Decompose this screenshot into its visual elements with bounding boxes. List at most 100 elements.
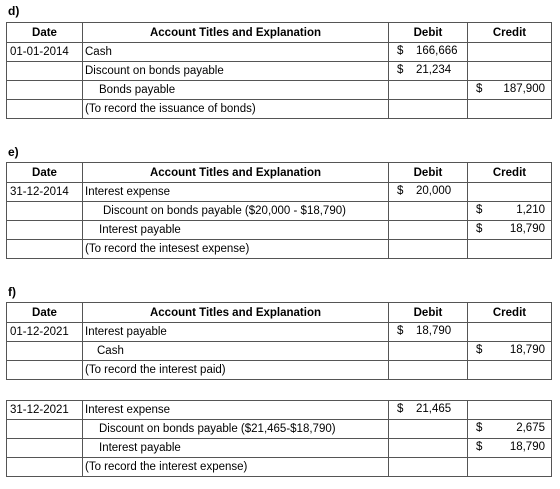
account: (To record the interest expense) (85, 461, 248, 473)
date-cell (6, 419, 83, 439)
account: (To record the issuance of bonds) (85, 103, 256, 115)
debit-cell (388, 360, 468, 380)
date-cell (6, 61, 83, 81)
header-account: Account Titles and Explanation (82, 22, 389, 43)
account-cell: Interest expense (82, 400, 389, 420)
table-body: Date Account Titles and Explanation Debit C… (6, 162, 552, 259)
account: Discount on bonds payable (85, 65, 224, 77)
entry-row: Cash $18,790 (6, 341, 552, 361)
debit-cell: $18,790 (388, 322, 468, 342)
date-cell (6, 201, 83, 221)
account-cell: Interest expense (82, 182, 389, 202)
credit-amount: 18,790 (509, 344, 545, 356)
date-cell: 01-01-2014 (6, 42, 83, 62)
account-cell: Interest payable (82, 220, 389, 240)
debit-cell (388, 80, 468, 100)
credit-cell (467, 239, 552, 259)
header-credit: Credit (467, 302, 552, 323)
debit-cell (388, 99, 468, 119)
credit-cell: $18,790 (467, 341, 552, 361)
date-cell: 31-12-2021 (6, 400, 83, 420)
debit-amount: 20,000 (416, 185, 452, 197)
header-account: Account Titles and Explanation (82, 302, 389, 323)
account-cell: (To record the interest paid) (82, 360, 389, 380)
account-cell: (To record the issuance of bonds) (82, 99, 389, 119)
currency-symbol: $ (397, 45, 404, 57)
header-date: Date (6, 22, 83, 43)
debit-cell: $21,234 (388, 61, 468, 81)
entry-row: (To record the issuance of bonds) (6, 99, 552, 119)
credit-cell (467, 42, 552, 62)
currency-symbol: $ (476, 441, 483, 453)
date: 31-12-2014 (10, 186, 69, 198)
section-label: e) (8, 145, 19, 159)
entry-row: Discount on bonds payable ($21,465-$18,7… (6, 419, 552, 439)
table-body: Date Account Titles and Explanation Debit C… (6, 302, 552, 380)
debit-amount: 166,666 (416, 45, 458, 57)
account: Interest payable (99, 224, 181, 236)
debit-amount: 18,790 (416, 325, 452, 337)
debit-cell (388, 419, 468, 439)
header-debit: Debit (388, 302, 468, 323)
entry-row: Discount on bonds payable $21,234 (6, 61, 552, 81)
debit-cell: $166,666 (388, 42, 468, 62)
date-cell (6, 99, 83, 119)
header-date: Date (6, 302, 83, 323)
header-credit: Credit (467, 22, 552, 43)
debit-cell: $20,000 (388, 182, 468, 202)
debit-cell (388, 438, 468, 458)
credit-cell (467, 99, 552, 119)
table-body: 31-12-2021 Interest expense $21,465 Discoun… (6, 400, 552, 477)
header-account: Account Titles and Explanation (82, 162, 389, 183)
account-cell: (To record the interest expense) (82, 457, 389, 477)
account-cell: Bonds payable (82, 80, 389, 100)
credit-cell (467, 360, 552, 380)
credit-amount: 187,900 (503, 83, 545, 95)
credit-cell: $1,210 (467, 201, 552, 221)
debit-cell (388, 341, 468, 361)
journal-table: Date Account Titles and Explanation Debit C… (6, 302, 552, 380)
credit-cell (467, 182, 552, 202)
debit-cell (388, 457, 468, 477)
header-row: Date Account Titles and Explanation Debit C… (6, 302, 552, 323)
journal-table: 31-12-2021 Interest expense $21,465 Discoun… (6, 400, 552, 477)
account: Cash (85, 46, 112, 58)
currency-symbol: $ (397, 185, 404, 197)
credit-amount: 18,790 (509, 441, 545, 453)
account-cell: Cash (82, 341, 389, 361)
date-cell: 01-12-2021 (6, 322, 83, 342)
date-cell (6, 438, 83, 458)
entry-row: (To record the intesest expense) (6, 239, 552, 259)
credit-cell: $18,790 (467, 438, 552, 458)
account: (To record the intesest expense) (85, 243, 250, 255)
account-cell: Discount on bonds payable (82, 61, 389, 81)
debit-cell (388, 239, 468, 259)
date-cell (6, 220, 83, 240)
account: Cash (97, 345, 124, 357)
credit-cell: $2,675 (467, 419, 552, 439)
currency-symbol: $ (397, 325, 404, 337)
table-body: Date Account Titles and Explanation Debit C… (6, 22, 552, 119)
date-cell (6, 360, 83, 380)
account-cell: Discount on bonds payable ($21,465-$18,7… (82, 419, 389, 439)
entry-row: Interest payable $18,790 (6, 438, 552, 458)
date-cell (6, 239, 83, 259)
credit-cell (467, 400, 552, 420)
entry-row: (To record the interest paid) (6, 360, 552, 380)
date-cell: 31-12-2014 (6, 182, 83, 202)
currency-symbol: $ (397, 403, 404, 415)
entry-row: Bonds payable $187,900 (6, 80, 552, 100)
entry-row: Interest payable $18,790 (6, 220, 552, 240)
debit-cell: $21,465 (388, 400, 468, 420)
account: Discount on bonds payable ($21,465-$18,7… (99, 423, 336, 435)
currency-symbol: $ (476, 422, 483, 434)
entry-row: 01-12-2021 Interest payable $18,790 (6, 322, 552, 342)
date: 31-12-2021 (10, 404, 69, 416)
entry-row: 01-01-2014 Cash $166,666 (6, 42, 552, 62)
journal-table: Date Account Titles and Explanation Debit C… (6, 22, 552, 119)
account: Interest expense (85, 404, 171, 416)
credit-amount: 1,210 (516, 204, 545, 216)
credit-cell: $18,790 (467, 220, 552, 240)
header-row: Date Account Titles and Explanation Debit C… (6, 22, 552, 43)
